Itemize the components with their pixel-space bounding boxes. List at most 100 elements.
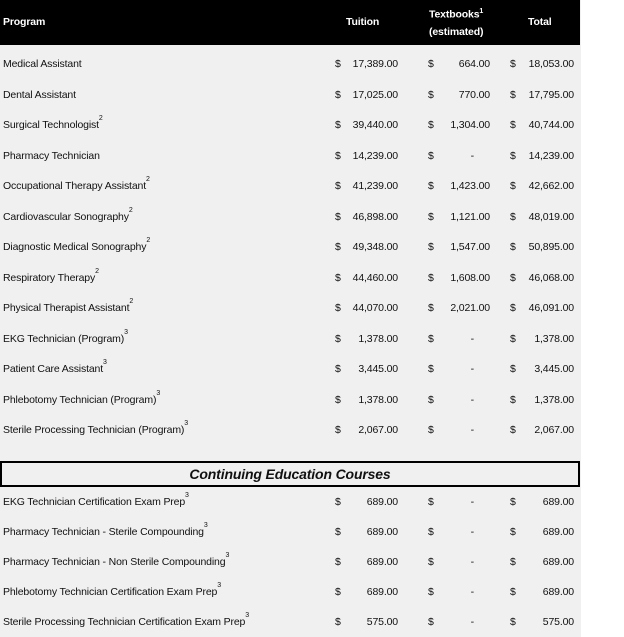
program-name: Cardiovascular Sonography2 <box>3 207 133 223</box>
textbooks-currency: $ <box>428 586 434 598</box>
total-amount: 18,053.00 <box>528 58 575 70</box>
footnote-marker: 2 <box>98 115 103 122</box>
program-name-text: Occupational Therapy Assistant <box>3 180 146 192</box>
tuition-amount: 689.00 <box>366 526 398 538</box>
program-name: Patient Care Assistant3 <box>3 359 107 375</box>
textbooks-amount: - <box>470 149 475 162</box>
total-amount: 3,445.00 <box>534 363 574 375</box>
total-currency: $ <box>510 149 516 162</box>
table-row: EKG Technician (Program)3 $1,378.00 $ - $1,3… <box>0 324 580 354</box>
program-name: Phlebotomy Technician Certification Exam… <box>3 582 221 598</box>
footnote-marker: 3 <box>156 389 161 397</box>
textbooks-currency: $ <box>428 149 434 162</box>
program-name-text: Dental Assistant <box>3 88 76 101</box>
footnote-marker: 3 <box>217 582 221 589</box>
tuition-amount: 46,898.00 <box>352 210 399 223</box>
textbooks-amount: 1,608.00 <box>450 271 490 284</box>
header-textbooks: Textbooks1 <box>429 8 483 21</box>
table-header: Program Tuition Textbooks1 (estimated) T… <box>0 0 580 45</box>
footnote-marker: 2 <box>146 237 151 244</box>
total-currency: $ <box>510 556 516 568</box>
footnote-marker: 2 <box>128 206 133 214</box>
total-currency: $ <box>510 616 516 628</box>
program-name-text: Pharmacy Technician - Non Sterile Compou… <box>3 556 226 568</box>
program-name-text: Surgical Technologist <box>3 119 99 131</box>
textbooks-currency: $ <box>428 241 434 253</box>
tuition-currency: $ <box>335 526 341 538</box>
total-currency: $ <box>510 332 516 345</box>
tuition-currency: $ <box>335 58 341 70</box>
table-row: Pharmacy Technician $14,239.00 $ - $14,239.0… <box>0 141 580 171</box>
textbooks-currency: $ <box>428 616 434 628</box>
table-row: Medical Assistant $17,389.00 $664.00 $18,05… <box>0 49 580 79</box>
program-name: Pharmacy Technician - Non Sterile Compou… <box>3 552 229 568</box>
total-currency: $ <box>510 271 516 284</box>
program-name: Respiratory Therapy2 <box>3 268 99 284</box>
tuition-currency: $ <box>335 149 341 162</box>
program-name: Phlebotomy Technician (Program)3 <box>3 390 160 406</box>
program-name: EKG Technician (Program)3 <box>3 329 128 345</box>
program-name-text: Medical Assistant <box>3 58 82 70</box>
total-currency: $ <box>510 119 516 131</box>
tuition-currency: $ <box>335 180 341 192</box>
program-name: Pharmacy Technician - Sterile Compoundin… <box>3 522 208 538</box>
program-name-text: Phlebotomy Technician (Program) <box>3 393 157 406</box>
total-amount: 46,068.00 <box>528 271 575 284</box>
tuition-currency: $ <box>335 616 341 628</box>
table-row: Patient Care Assistant3 $3,445.00 $ - $3,445… <box>0 354 580 384</box>
program-name: Pharmacy Technician <box>3 150 100 162</box>
footnote-marker: 2 <box>129 298 134 305</box>
program-name: Dental Assistant <box>3 89 76 101</box>
total-amount: 689.00 <box>542 526 574 538</box>
total-amount: 46,091.00 <box>528 302 575 314</box>
table-row: Cardiovascular Sonography2 $46,898.00 $1,1… <box>0 202 580 232</box>
footnote-marker: 3 <box>185 492 189 499</box>
textbooks-currency: $ <box>428 556 434 568</box>
program-name-text: Pharmacy Technician <box>3 149 100 162</box>
table-row: Respiratory Therapy2 $44,460.00 $1,608.00 $… <box>0 263 580 293</box>
textbooks-amount: 2,021.00 <box>450 302 490 314</box>
program-name: EKG Technician Certification Exam Prep3 <box>3 492 189 508</box>
total-amount: 2,067.00 <box>534 424 574 436</box>
total-amount: 48,019.00 <box>528 210 575 223</box>
tuition-amount: 2,067.00 <box>358 424 398 436</box>
textbooks-amount: - <box>470 586 475 598</box>
tuition-amount: 1,378.00 <box>358 393 398 406</box>
program-name-text: Sterile Processing Technician (Program) <box>3 424 185 436</box>
program-name: Sterile Processing Technician Certificat… <box>3 612 249 628</box>
textbooks-currency: $ <box>428 210 434 223</box>
textbooks-amount: - <box>470 332 475 345</box>
table-row: Physical Therapist Assistant2 $44,070.00 $… <box>0 293 580 323</box>
table-row: Occupational Therapy Assistant2 $41,239.0… <box>0 171 580 201</box>
textbooks-amount: - <box>470 616 475 628</box>
tuition-currency: $ <box>335 393 341 406</box>
program-name-text: Cardiovascular Sonography <box>3 210 129 223</box>
textbooks-currency: $ <box>428 271 434 284</box>
tuition-currency: $ <box>335 332 341 345</box>
total-currency: $ <box>510 302 516 314</box>
table-row: Diagnostic Medical Sonography2 $49,348.00… <box>0 232 580 262</box>
textbooks-currency: $ <box>428 180 434 192</box>
header-textbooks-note: 1 <box>479 8 484 15</box>
program-name-text: EKG Technician (Program) <box>3 332 125 345</box>
textbooks-amount: 1,547.00 <box>450 241 490 253</box>
tuition-currency: $ <box>335 586 341 598</box>
header-program: Program <box>3 16 46 28</box>
total-currency: $ <box>510 586 516 598</box>
total-currency: $ <box>510 526 516 538</box>
tuition-amount: 17,389.00 <box>352 58 399 70</box>
textbooks-currency: $ <box>428 363 434 375</box>
program-name-text: Pharmacy Technician - Sterile Compoundin… <box>3 526 204 538</box>
footnote-marker: 3 <box>103 359 107 366</box>
table-row: Dental Assistant $17,025.00 $770.00 $17,795… <box>0 80 580 110</box>
textbooks-amount: 770.00 <box>458 88 490 101</box>
textbooks-currency: $ <box>428 88 434 101</box>
tuition-amount: 575.00 <box>366 616 398 628</box>
program-name-text: Sterile Processing Technician Certificat… <box>3 616 246 628</box>
program-name: Physical Therapist Assistant2 <box>3 298 133 314</box>
total-amount: 689.00 <box>542 496 574 508</box>
tuition-currency: $ <box>335 424 341 436</box>
textbooks-currency: $ <box>428 302 434 314</box>
footnote-marker: 2 <box>95 267 99 275</box>
footnote-marker: 3 <box>225 552 230 559</box>
